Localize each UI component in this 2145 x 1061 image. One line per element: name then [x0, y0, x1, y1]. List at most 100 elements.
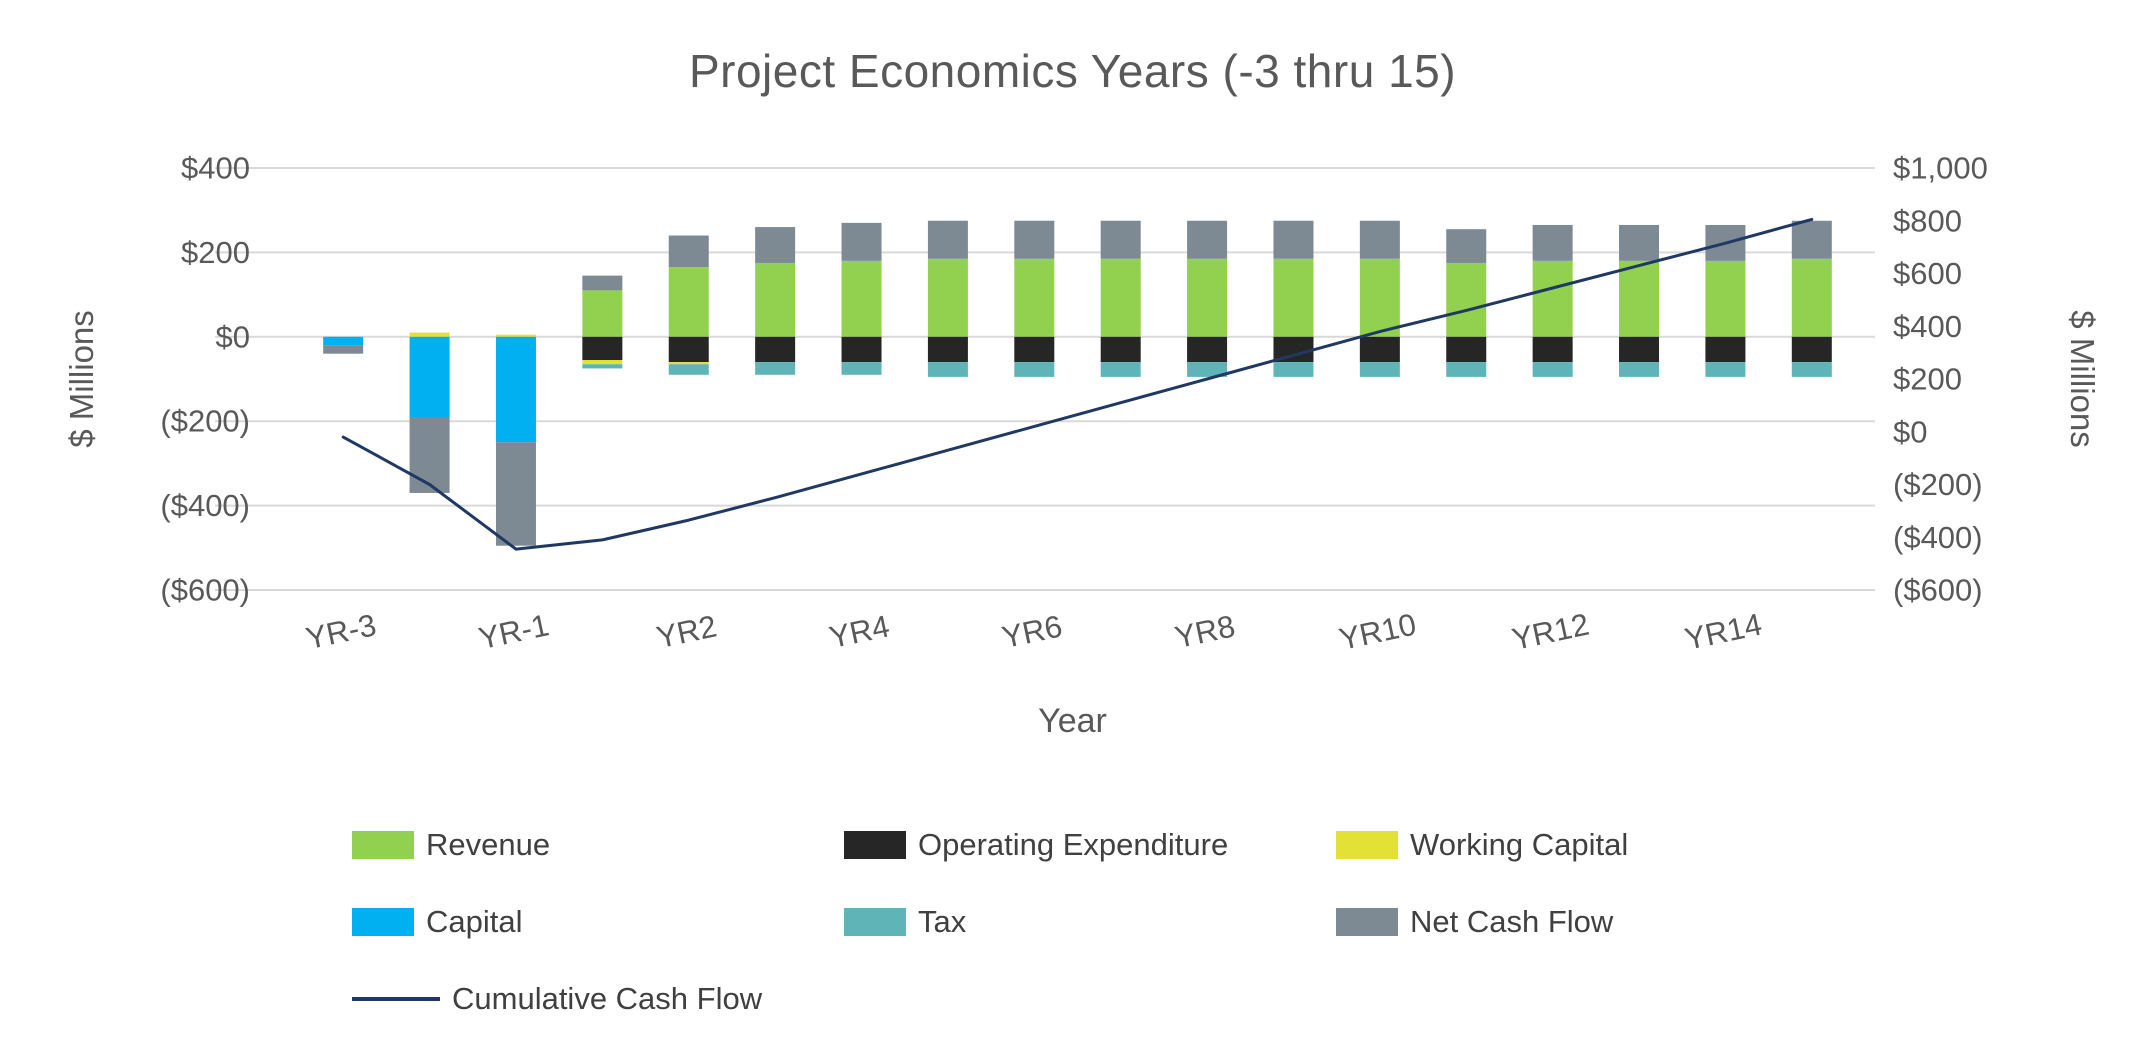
legend-label-working-capital: Working Capital — [1410, 827, 1629, 862]
right-axis-tick-label: $800 — [1893, 203, 1962, 238]
bar-segment — [668, 235, 709, 268]
x-axis-tick-label: YR-3 — [303, 607, 379, 656]
bar-segment — [495, 336, 536, 443]
legend-line-sample-cumulative-cash-flow — [352, 997, 440, 1001]
bar-segment — [1100, 336, 1141, 363]
bar-segment — [755, 227, 796, 263]
bar-segment — [582, 290, 623, 337]
bar-segment — [1446, 336, 1487, 363]
bar-segment — [668, 364, 709, 375]
bar-segment — [755, 262, 796, 337]
bar-segment — [1014, 258, 1055, 337]
bar-segment — [1359, 336, 1400, 363]
legend-item-working-capital: Working Capital — [1336, 820, 1628, 870]
legend-swatch-operating-expenditure — [844, 831, 906, 859]
chart-title: Project Economics Years (-3 thru 15) — [688, 45, 1457, 97]
legend-swatch-capital — [352, 908, 414, 936]
bar-segment — [841, 260, 882, 337]
cumulative-cash-flow-line — [341, 217, 1814, 551]
bar-segment — [1532, 336, 1573, 363]
bar-segment — [1705, 336, 1746, 363]
x-axis-tick-label: YR14 — [1682, 607, 1765, 657]
bar-segment — [927, 258, 968, 337]
legend-label-cumulative-cash-flow: Cumulative Cash Flow — [452, 981, 763, 1016]
right-axis-tick-label: $0 — [1893, 414, 1927, 449]
legend-swatch-tax — [844, 908, 906, 936]
bar-segment — [495, 334, 536, 337]
bar-segment — [1791, 220, 1832, 259]
legend-item-revenue: Revenue — [352, 820, 844, 870]
bar-segment — [841, 336, 882, 363]
bar-segment — [1187, 258, 1228, 337]
x-axis-tick-label: YR10 — [1336, 607, 1419, 657]
x-axis-tick-label: YR6 — [999, 608, 1065, 655]
right-axis-tick-label: $1,000 — [1893, 151, 1988, 186]
bar-segment — [1791, 336, 1832, 363]
bar-segment — [668, 267, 709, 337]
legend-item-net-cash-flow: Net Cash Flow — [1336, 897, 1628, 947]
x-axis-tick-label: YR4 — [826, 608, 892, 655]
bar-segment — [1446, 229, 1487, 263]
legend-label-revenue: Revenue — [426, 827, 551, 862]
bar-segment — [755, 336, 796, 363]
left-axis-tick-label: $0 — [216, 319, 250, 354]
legend-label-capital: Capital — [426, 904, 523, 939]
legend-label-tax: Tax — [918, 904, 967, 939]
bar-segment — [582, 364, 623, 369]
plot-area: $400 $200 $0 ($200) ($400) ($600) $1,000 $800 $6… — [160, 151, 1988, 657]
legend: Revenue Operating Expenditure Working Ca… — [352, 820, 1628, 1024]
bar-segment — [1446, 262, 1487, 337]
left-axis-tick-label: ($200) — [160, 404, 250, 439]
bar-segment — [1014, 362, 1055, 377]
x-axis-tick-label: YR12 — [1509, 607, 1592, 657]
bar-segment — [1273, 362, 1314, 377]
bar-segment — [1273, 220, 1314, 259]
legend-item-cumulative-cash-flow: Cumulative Cash Flow — [352, 974, 844, 1024]
bar-segment — [409, 332, 450, 337]
bar-segment — [1100, 220, 1141, 259]
bar-segment — [1359, 362, 1400, 377]
bar-segment — [1791, 258, 1832, 337]
bar-segment — [495, 442, 536, 546]
bar-segment — [927, 362, 968, 377]
bar-segment — [409, 336, 450, 417]
bar-segment — [1532, 362, 1573, 377]
legend-swatch-net-cash-flow — [1336, 908, 1398, 936]
bar-segment — [1359, 258, 1400, 337]
bar-segment — [1359, 220, 1400, 259]
bar-segment — [1532, 260, 1573, 337]
legend-item-tax: Tax — [844, 897, 1336, 947]
bar-segment — [668, 336, 709, 363]
bar-segment — [1273, 258, 1314, 337]
left-axis-tick-label: ($600) — [160, 573, 250, 608]
bar-segment — [1187, 362, 1228, 377]
right-axis-tick-label: ($200) — [1893, 467, 1983, 502]
bar-segment — [1619, 260, 1660, 337]
bar-segment — [841, 362, 882, 375]
legend-item-operating-expenditure: Operating Expenditure — [844, 820, 1336, 870]
bar-segment — [1791, 362, 1832, 377]
bar-segment — [582, 275, 623, 291]
bar-segment — [1532, 224, 1573, 261]
legend-label-net-cash-flow: Net Cash Flow — [1410, 904, 1614, 939]
bar-segment — [323, 345, 364, 354]
bar-segment — [927, 220, 968, 259]
bar-segment — [1187, 336, 1228, 363]
bar-segment — [1100, 362, 1141, 377]
left-axis-tick-label: ($400) — [160, 488, 250, 523]
legend-swatch-working-capital — [1336, 831, 1398, 859]
right-axis-tick-label: ($400) — [1893, 520, 1983, 555]
bar-segment — [755, 362, 796, 375]
legend-label-operating-expenditure: Operating Expenditure — [918, 827, 1229, 862]
left-axis-tick-label: $400 — [181, 151, 250, 186]
bar-segment — [409, 416, 450, 493]
bar-segment — [1187, 220, 1228, 259]
bar-segment — [1705, 362, 1746, 377]
bar-segment — [582, 360, 623, 365]
x-axis-tick-label: YR2 — [653, 608, 719, 655]
bar-segment — [323, 336, 364, 346]
bar-segment — [1619, 362, 1660, 377]
right-axis-tick-label: ($600) — [1893, 573, 1983, 608]
x-axis-title: Year — [1038, 702, 1107, 740]
